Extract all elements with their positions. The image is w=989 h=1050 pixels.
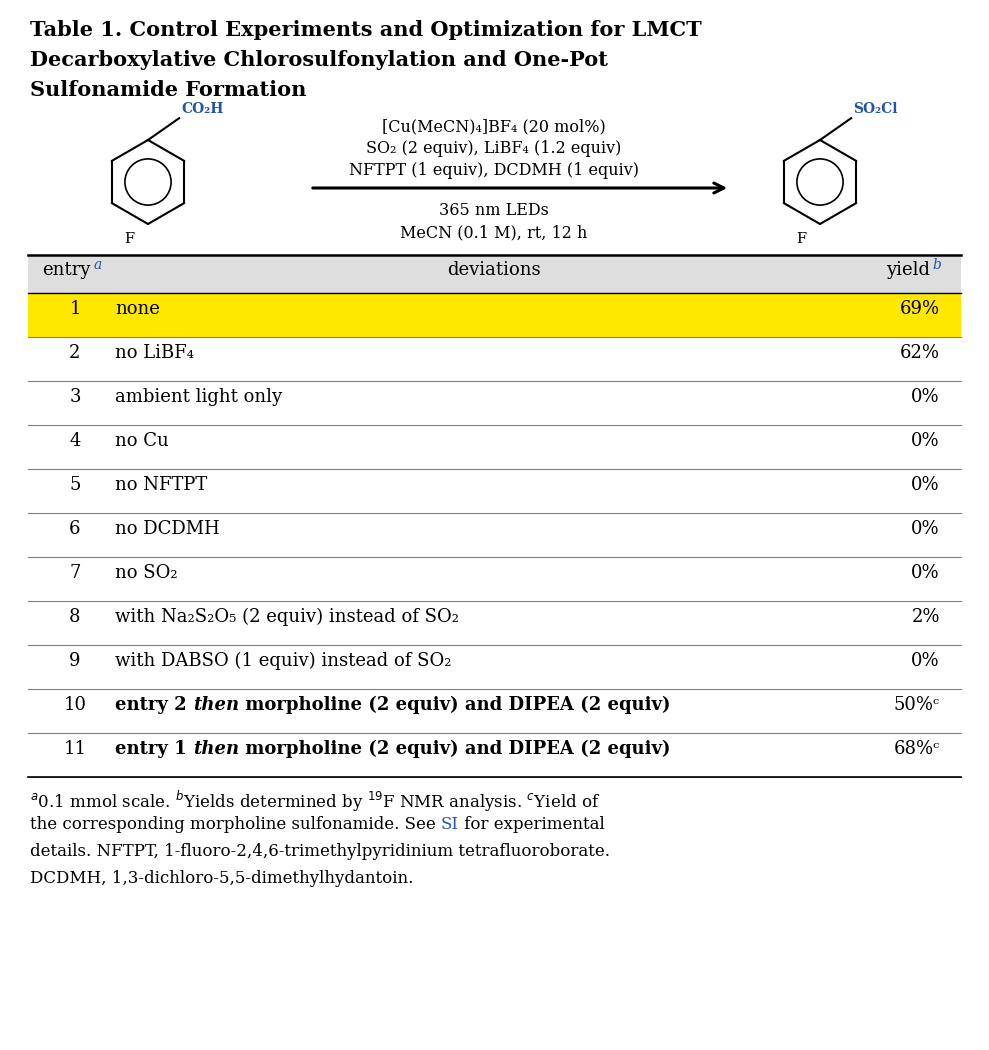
- Text: 7: 7: [69, 564, 81, 582]
- Text: 3: 3: [69, 388, 81, 406]
- Text: details. NFTPT, 1-fluoro-2,4,6-trimethylpyridinium tetrafluoroborate.: details. NFTPT, 1-fluoro-2,4,6-trimethyl…: [30, 843, 610, 860]
- Text: with DABSO (1 equiv) instead of SO₂: with DABSO (1 equiv) instead of SO₂: [115, 652, 452, 670]
- Text: a: a: [94, 258, 102, 272]
- Bar: [28, 255, 961, 293]
- Text: Sulfonamide Formation: Sulfonamide Formation: [30, 80, 307, 100]
- Text: 0%: 0%: [912, 564, 940, 582]
- Text: MeCN (0.1 M), rt, 12 h: MeCN (0.1 M), rt, 12 h: [401, 224, 587, 242]
- Text: no Cu: no Cu: [115, 432, 169, 450]
- Text: NFTPT (1 equiv), DCDMH (1 equiv): NFTPT (1 equiv), DCDMH (1 equiv): [349, 162, 639, 178]
- Text: 2%: 2%: [912, 608, 940, 626]
- Text: yield: yield: [886, 261, 930, 279]
- Text: Decarboxylative Chlorosulfonylation and One-Pot: Decarboxylative Chlorosulfonylation and …: [30, 50, 608, 70]
- Text: morpholine (2 equiv) and DIPEA (2 equiv): morpholine (2 equiv) and DIPEA (2 equiv): [239, 740, 671, 758]
- Text: 62%: 62%: [900, 344, 940, 362]
- Text: 4: 4: [69, 432, 81, 450]
- Text: then: then: [193, 740, 239, 758]
- Text: 5: 5: [69, 476, 81, 494]
- Text: [Cu(MeCN)₄]BF₄ (20 mol%): [Cu(MeCN)₄]BF₄ (20 mol%): [382, 118, 606, 135]
- Text: entry 1: entry 1: [115, 740, 193, 758]
- Text: no LiBF₄: no LiBF₄: [115, 344, 194, 362]
- Bar: [28, 293, 961, 337]
- Text: none: none: [115, 300, 160, 318]
- Text: entry 2: entry 2: [115, 696, 193, 714]
- Text: entry: entry: [42, 261, 90, 279]
- Text: 0%: 0%: [912, 520, 940, 538]
- Text: 1: 1: [69, 300, 81, 318]
- Text: 365 nm LEDs: 365 nm LEDs: [439, 202, 549, 219]
- Text: CO₂H: CO₂H: [181, 102, 224, 117]
- Text: no NFTPT: no NFTPT: [115, 476, 208, 494]
- Text: 6: 6: [69, 520, 81, 538]
- Text: 68%ᶜ: 68%ᶜ: [894, 740, 940, 758]
- Text: ambient light only: ambient light only: [115, 388, 282, 406]
- Text: 11: 11: [63, 740, 86, 758]
- Text: 8: 8: [69, 608, 81, 626]
- Text: F: F: [124, 232, 134, 246]
- Text: 0%: 0%: [912, 388, 940, 406]
- Text: 69%: 69%: [900, 300, 940, 318]
- Text: the corresponding morpholine sulfonamide. See: the corresponding morpholine sulfonamide…: [30, 816, 441, 833]
- Text: deviations: deviations: [447, 261, 541, 279]
- Text: 0%: 0%: [912, 432, 940, 450]
- Text: 2: 2: [69, 344, 81, 362]
- Text: SI: SI: [441, 816, 459, 833]
- Text: 50%ᶜ: 50%ᶜ: [894, 696, 940, 714]
- Text: F: F: [796, 232, 806, 246]
- Text: $^a$0.1 mmol scale. $^b$Yields determined by $^{19}$F NMR analysis. $^c$Yield of: $^a$0.1 mmol scale. $^b$Yields determine…: [30, 789, 600, 814]
- Text: 0%: 0%: [912, 652, 940, 670]
- Text: no SO₂: no SO₂: [115, 564, 178, 582]
- Text: then: then: [193, 696, 239, 714]
- Text: no DCDMH: no DCDMH: [115, 520, 220, 538]
- Text: for experimental: for experimental: [459, 816, 604, 833]
- Text: DCDMH, 1,3-dichloro-5,5-dimethylhydantoin.: DCDMH, 1,3-dichloro-5,5-dimethylhydantoi…: [30, 870, 413, 887]
- Text: 10: 10: [63, 696, 86, 714]
- Text: Table 1. Control Experiments and Optimization for LMCT: Table 1. Control Experiments and Optimiz…: [30, 20, 702, 40]
- Text: 0%: 0%: [912, 476, 940, 494]
- Text: 9: 9: [69, 652, 81, 670]
- Text: SO₂Cl: SO₂Cl: [854, 102, 898, 117]
- Text: SO₂ (2 equiv), LiBF₄ (1.2 equiv): SO₂ (2 equiv), LiBF₄ (1.2 equiv): [366, 140, 622, 158]
- Text: b: b: [932, 258, 941, 272]
- Text: with Na₂S₂O₅ (2 equiv) instead of SO₂: with Na₂S₂O₅ (2 equiv) instead of SO₂: [115, 608, 459, 626]
- Text: morpholine (2 equiv) and DIPEA (2 equiv): morpholine (2 equiv) and DIPEA (2 equiv): [239, 696, 671, 714]
